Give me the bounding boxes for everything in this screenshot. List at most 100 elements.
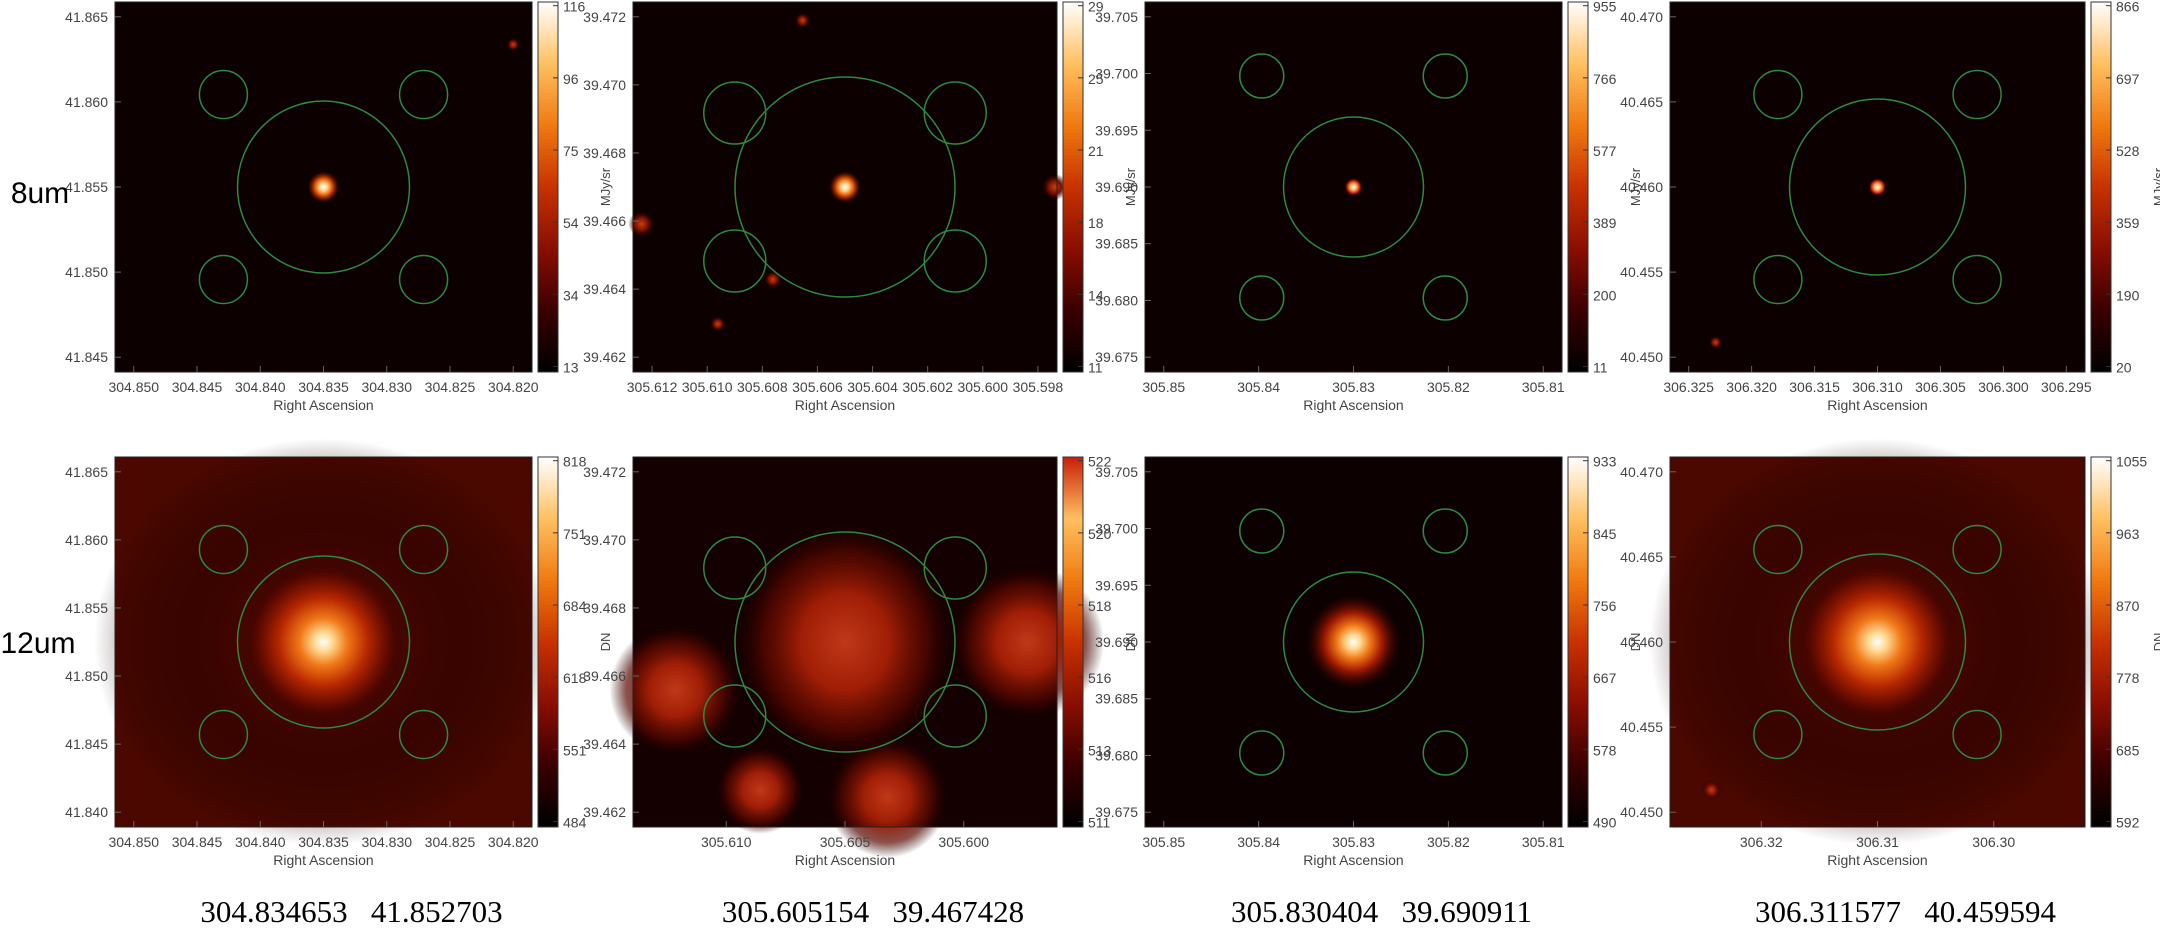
x-tick-label: 305.605: [820, 834, 871, 850]
x-axis-label: Right Ascension: [1827, 852, 1927, 868]
x-tick-label: 305.602: [902, 379, 953, 395]
colorbar-tick-label: 955: [1593, 0, 1617, 15]
x-tick-label: 306.32: [1740, 834, 1783, 850]
y-tick-label: 41.845: [65, 736, 108, 752]
x-tick-label: 305.82: [1427, 834, 1470, 850]
secondary-source: [716, 746, 805, 834]
target-source: [307, 171, 340, 203]
background-aperture: [198, 524, 249, 575]
target-source: [735, 522, 955, 762]
x-axis-label: Right Ascension: [1303, 397, 1403, 413]
panel-3-bottom: 39.705 39.700 39.695 39.690 39.685 39.680 39.6…: [1095, 454, 1643, 868]
y-tick-label: 41.865: [65, 464, 108, 480]
y-tick-label: 39.695: [1095, 577, 1138, 593]
colorbar-tick-label: 25: [1088, 71, 1104, 87]
colorbar-tick-label: 1055: [2116, 454, 2147, 470]
colorbar-tick-label: 20: [2116, 359, 2132, 375]
x-axis-label: Right Ascension: [795, 397, 895, 413]
target-source: [1797, 562, 1958, 722]
colorbar-tick-label: 684: [563, 598, 587, 614]
background-aperture: [1753, 69, 1803, 120]
colorbar-tick-label: 34: [563, 287, 579, 303]
x-tick-label: 305.600: [957, 379, 1008, 395]
x-tick-label: 306.30: [1972, 834, 2015, 850]
colorbar-unit-label: DN: [1123, 633, 1138, 652]
colorbar-tick-label: 963: [2116, 526, 2140, 542]
source-aperture: [1788, 98, 1967, 276]
secondary-source: [1709, 335, 1723, 349]
x-tick-label: 305.83: [1332, 379, 1375, 395]
secondary-source: [764, 270, 782, 289]
y-tick-label: 40.460: [1620, 179, 1663, 195]
x-tick-label: 305.610: [701, 834, 752, 850]
background-aperture: [1952, 524, 2002, 575]
y-tick-label: 41.860: [65, 94, 108, 110]
colorbar-tick-label: 751: [563, 526, 587, 542]
y-tick-label: 39.705: [1095, 9, 1138, 25]
secondary-source: [506, 37, 520, 52]
background-aperture: [1239, 508, 1285, 554]
background-aperture: [198, 254, 249, 305]
y-tick-label: 39.468: [583, 600, 626, 616]
background-aperture: [703, 684, 767, 748]
x-axis-label: Right Ascension: [273, 852, 373, 868]
coordinates-caption: 306.311577 40.459594: [1755, 894, 2057, 927]
panel-2-top: 39.47239.47039.46839.46639.46439.462305.…: [583, 0, 1138, 413]
x-tick-label: 305.85: [1142, 834, 1185, 850]
colorbar-tick-label: 778: [2116, 670, 2140, 686]
secondary-source: [826, 736, 948, 858]
source-aperture: [734, 531, 956, 753]
colorbar-tick-label: 685: [2116, 742, 2140, 758]
colorbar: [537, 456, 559, 828]
y-tick-label: 40.450: [1620, 804, 1663, 820]
y-tick-label: 41.855: [65, 179, 108, 195]
panel-3-top: 39.705 39.700 39.695 39.690 39.685 39.680 39.6…: [1095, 0, 1643, 413]
y-tick-label: 40.450: [1620, 349, 1663, 365]
background-aperture: [703, 536, 767, 600]
y-tick-label: 39.695: [1095, 122, 1138, 138]
x-axis-label: Right Ascension: [795, 852, 895, 868]
colorbar-tick-label: 870: [2116, 598, 2140, 614]
source-aperture: [1788, 553, 1967, 731]
x-tick-label: 305.81: [1522, 379, 1565, 395]
colorbar-tick-label: 866: [2116, 0, 2140, 15]
y-tick-label: 39.470: [583, 532, 626, 548]
colorbar-tick-label: 21: [1088, 143, 1104, 159]
x-tick-label: 304.845: [172, 379, 223, 395]
background-aperture: [1753, 254, 1803, 305]
x-tick-label: 304.825: [425, 834, 476, 850]
background-aperture: [1952, 254, 2002, 305]
background-aperture: [1753, 709, 1803, 760]
x-tick-label: 306.310: [1852, 379, 1903, 395]
x-tick-label: 305.600: [938, 834, 989, 850]
x-tick-label: 305.81: [1522, 834, 1565, 850]
x-tick-label: 305.610: [682, 379, 733, 395]
x-tick-label: 305.606: [792, 379, 843, 395]
colorbar-tick-label: 618: [563, 670, 587, 686]
colorbar-unit-label: DN: [598, 633, 613, 652]
background-aperture: [703, 229, 767, 293]
panel-4-bottom: 40.470 40.465 40.460 40.455 40.450 306.32 306.…: [1620, 438, 2160, 868]
background-aperture: [923, 536, 987, 600]
secondary-source: [794, 12, 811, 29]
background-aperture: [1952, 709, 2002, 760]
colorbar-tick-label: 518: [1088, 598, 1112, 614]
x-tick-label: 305.598: [1013, 379, 1064, 395]
colorbar-tick-label: 490: [1593, 814, 1617, 830]
y-tick-label: 40.465: [1620, 94, 1663, 110]
y-tick-label: 40.460: [1620, 634, 1663, 650]
x-tick-label: 305.84: [1237, 379, 1280, 395]
y-tick-label: 39.690: [1095, 179, 1138, 195]
x-tick-label: 306.325: [1663, 379, 1714, 395]
colorbar: [537, 1, 559, 373]
y-tick-label: 39.705: [1095, 464, 1138, 480]
colorbar-tick-label: 11: [1593, 359, 1608, 375]
background-aperture: [198, 709, 249, 760]
colorbar-tick-label: 520: [1088, 526, 1112, 542]
x-tick-label: 304.820: [488, 379, 539, 395]
coordinates-caption: 305.830404 39.690911: [1231, 894, 1532, 927]
colorbar-tick-label: 200: [1593, 287, 1617, 303]
y-tick-label: 39.675: [1095, 349, 1138, 365]
